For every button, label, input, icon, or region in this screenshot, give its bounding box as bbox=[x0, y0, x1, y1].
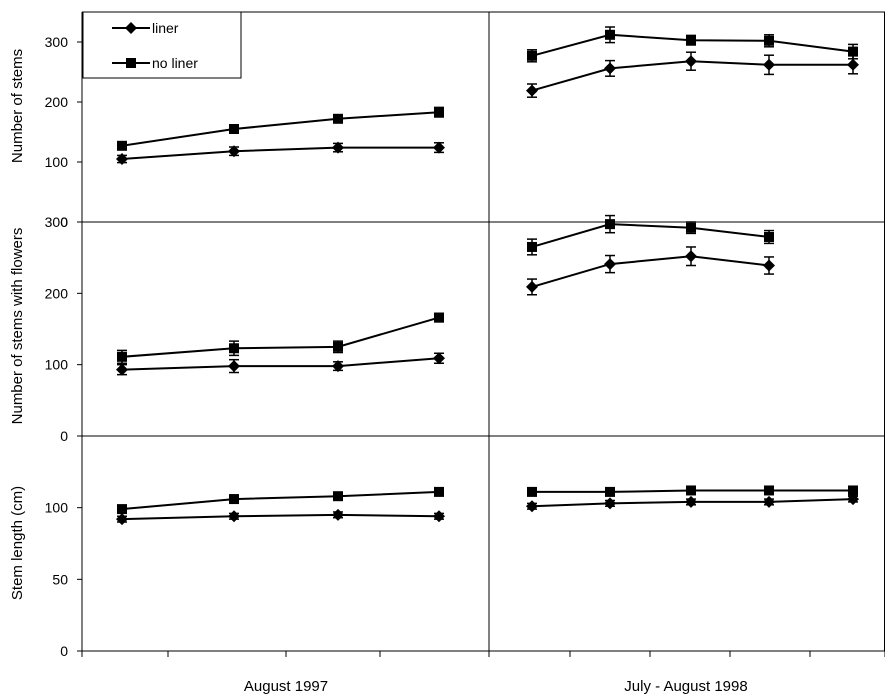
series-line-liner bbox=[531, 255, 770, 288]
point-liner bbox=[116, 363, 128, 376]
point-no-liner bbox=[434, 486, 444, 497]
legend-marker-no-liner bbox=[126, 58, 136, 68]
legend-label-liner: liner bbox=[152, 20, 179, 36]
point-no-liner bbox=[848, 485, 858, 496]
legend-entry-no-liner: no liner bbox=[112, 55, 198, 71]
y-tick-label: 0 bbox=[60, 643, 68, 659]
series-line-liner bbox=[121, 146, 439, 160]
point-no-liner bbox=[117, 504, 127, 515]
point-no-liner bbox=[117, 140, 127, 151]
point-no-liner bbox=[333, 113, 343, 124]
point-no-liner bbox=[117, 351, 127, 362]
point-no-liner bbox=[605, 486, 615, 497]
point-no-liner bbox=[764, 35, 774, 46]
legend-label-no-liner: no liner bbox=[152, 55, 198, 71]
point-liner bbox=[433, 352, 445, 365]
point-no-liner bbox=[229, 124, 239, 134]
series-line-no-liner bbox=[531, 223, 770, 248]
y-tick-label: 0 bbox=[60, 428, 68, 444]
point-no-liner bbox=[434, 107, 444, 118]
x-axis-label-august-1997: August 1997 bbox=[244, 678, 328, 695]
point-liner bbox=[332, 508, 344, 521]
point-no-liner bbox=[229, 494, 239, 505]
point-liner bbox=[228, 360, 240, 373]
point-no-liner bbox=[686, 35, 696, 46]
y-tick-label: 100 bbox=[45, 500, 69, 516]
point-no-liner bbox=[686, 485, 696, 496]
point-liner bbox=[685, 250, 697, 263]
point-liner bbox=[763, 58, 775, 71]
point-no-liner bbox=[527, 241, 537, 252]
series-line-liner bbox=[121, 357, 440, 371]
y-axis-title-stem-length: Stem length (cm) bbox=[9, 486, 26, 600]
point-liner bbox=[526, 500, 538, 513]
y-tick-label: 100 bbox=[45, 357, 69, 373]
point-liner bbox=[526, 280, 538, 293]
legend: liner no liner bbox=[82, 11, 242, 79]
point-no-liner bbox=[333, 491, 343, 502]
point-liner bbox=[604, 497, 616, 510]
y-axis-titles: Number of stems Number of stems with flo… bbox=[9, 49, 26, 600]
point-liner bbox=[116, 153, 128, 165]
series-line-liner bbox=[121, 513, 440, 521]
point-liner bbox=[526, 84, 538, 97]
y-axis-title-number-of-stems: Number of stems bbox=[9, 49, 26, 163]
legend-marker-liner bbox=[125, 22, 137, 34]
series-line-no-liner bbox=[121, 490, 440, 511]
point-liner bbox=[847, 58, 859, 71]
point-no-liner bbox=[605, 29, 615, 40]
point-no-liner bbox=[764, 485, 774, 496]
point-no-liner bbox=[527, 486, 537, 497]
y-tick-label: 200 bbox=[45, 285, 69, 301]
point-no-liner bbox=[764, 231, 774, 242]
point-liner bbox=[604, 62, 616, 75]
point-liner bbox=[228, 510, 240, 523]
point-liner bbox=[332, 360, 344, 373]
point-liner bbox=[433, 510, 445, 523]
series-line-no-liner bbox=[121, 111, 440, 147]
point-liner bbox=[604, 258, 616, 271]
series-line-no-liner bbox=[121, 316, 440, 358]
point-liner bbox=[116, 513, 128, 526]
point-no-liner bbox=[527, 50, 537, 61]
legend-entry-liner: liner bbox=[112, 20, 179, 36]
x-axis: August 1997 July - August 1998 bbox=[244, 678, 748, 695]
point-no-liner bbox=[848, 46, 858, 57]
point-liner bbox=[433, 141, 445, 154]
point-no-liner bbox=[686, 222, 696, 233]
x-axis-label-july-august-1998: July - August 1998 bbox=[624, 678, 747, 695]
point-no-liner bbox=[229, 343, 239, 354]
y-tick-label: 300 bbox=[45, 34, 69, 50]
legend-box bbox=[82, 11, 242, 79]
point-liner bbox=[685, 495, 697, 508]
y-tick-label: 0 bbox=[60, 214, 68, 230]
y-axis-title-stems-with-flowers: Number of stems with flowers bbox=[9, 228, 26, 425]
point-liner bbox=[763, 495, 775, 508]
point-liner bbox=[847, 493, 859, 506]
y-tick-label: 100 bbox=[45, 154, 69, 170]
point-liner bbox=[332, 141, 344, 154]
point-no-liner bbox=[333, 341, 343, 352]
y-tick-label: 300 bbox=[45, 214, 69, 230]
panel-frames bbox=[81, 11, 885, 652]
plot-data bbox=[116, 26, 859, 526]
point-no-liner bbox=[434, 312, 444, 323]
y-tick-label: 200 bbox=[45, 94, 69, 110]
point-liner bbox=[685, 55, 697, 68]
point-liner bbox=[228, 145, 240, 158]
y-tick-label: 50 bbox=[52, 571, 68, 587]
point-no-liner bbox=[605, 219, 615, 230]
point-liner bbox=[763, 259, 775, 272]
